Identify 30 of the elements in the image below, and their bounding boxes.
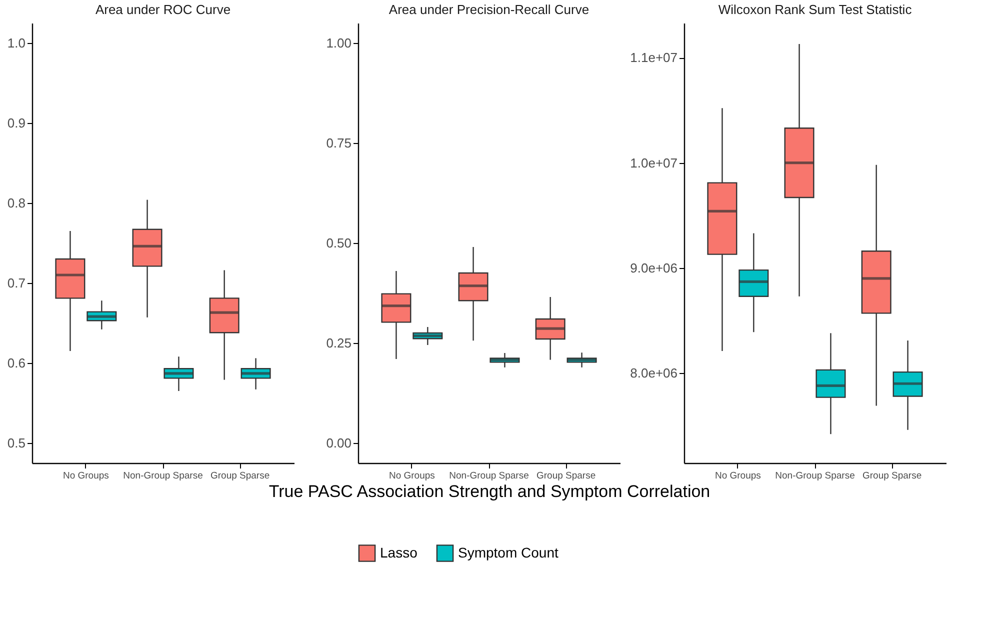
x-tick-label: Group Sparse xyxy=(862,470,922,482)
x-tick-label: No Groups xyxy=(388,470,436,482)
x-tick-label: Non-Group Sparse xyxy=(775,470,855,482)
chart-title: Area under Precision-Recall Curve xyxy=(388,2,590,17)
y-tick-label: 0.25 xyxy=(326,336,352,350)
x-tick-label: No Groups xyxy=(714,470,762,482)
x-tick-label: Non-Group Sparse xyxy=(449,470,529,482)
x-tick-label: Non-Group Sparse xyxy=(123,470,203,482)
y-tick-label: 0.9 xyxy=(7,116,26,130)
chart-title: Area under ROC Curve xyxy=(95,2,231,17)
y-tick-label: 9.0e+06 xyxy=(630,260,678,276)
y-tick-label: 1.00 xyxy=(326,36,352,50)
y-tick-label: 0.00 xyxy=(326,436,352,450)
x-tick-label: Group Sparse xyxy=(210,470,270,482)
legend-label: Lasso xyxy=(380,544,418,560)
y-tick-label: 0.7 xyxy=(7,276,26,290)
y-tick-label: 1.1e+07 xyxy=(630,50,678,66)
chart-title: Wilcoxon Rank Sum Test Statistic xyxy=(718,2,912,17)
x-axis-title: True PASC Association Strength and Symptom Correlation xyxy=(268,482,710,501)
y-tick-label: 0.6 xyxy=(7,356,26,370)
y-tick-label: 0.75 xyxy=(326,136,352,150)
y-tick-label: 1.0 xyxy=(7,36,26,50)
legend-label: Symptom Count xyxy=(458,544,558,560)
y-tick-label: 0.50 xyxy=(326,236,352,250)
y-tick-label: 0.5 xyxy=(7,436,26,450)
x-tick-label: No Groups xyxy=(62,470,110,482)
x-tick-label: Group Sparse xyxy=(536,470,596,482)
y-tick-label: 0.8 xyxy=(7,196,26,210)
y-tick-label: 1.0e+07 xyxy=(630,155,678,170)
y-tick-label: 8.0e+06 xyxy=(630,366,678,381)
